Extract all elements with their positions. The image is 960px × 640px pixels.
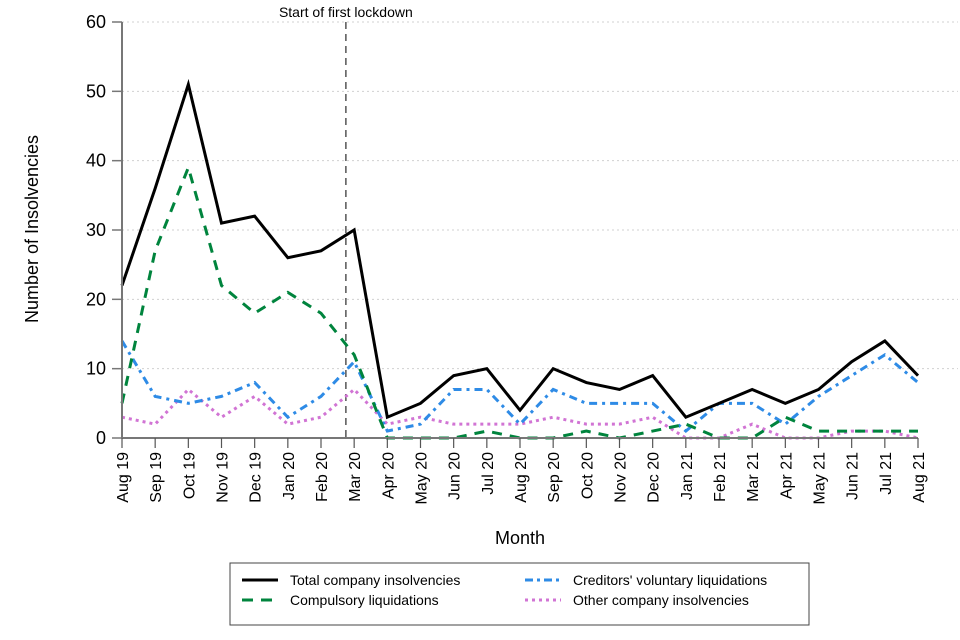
x-tick-label: Jan 21 — [679, 452, 696, 500]
x-tick-label: Oct 20 — [579, 452, 596, 499]
series-line-total-company-insolvencies — [120, 78, 920, 420]
y-tick-label: 30 — [86, 220, 106, 240]
x-tick-label: Nov 20 — [613, 452, 630, 503]
lockdown-annotation: Start of first lockdown — [279, 4, 413, 438]
x-tick-label: Sep 20 — [546, 452, 563, 503]
x-tick-label: May 21 — [812, 452, 829, 505]
y-tick-label: 40 — [86, 151, 106, 171]
y-tick-label: 20 — [86, 289, 106, 309]
x-tick-label: Jan 20 — [281, 452, 298, 500]
series-line-creditors-voluntary-liquidations — [120, 340, 919, 434]
x-tick-label: Jul 20 — [480, 452, 497, 495]
x-tick-label: May 20 — [414, 452, 431, 505]
x-tick-label: Apr 21 — [778, 452, 795, 499]
x-tick-label: Sep 19 — [148, 452, 165, 503]
x-tick-label: Mar 21 — [745, 452, 762, 502]
x-tick-label: Jul 21 — [878, 452, 895, 495]
x-tick-label: Jun 20 — [447, 452, 464, 500]
legend-label: Other company insolvencies — [573, 592, 749, 608]
y-tick-label: 60 — [86, 12, 106, 32]
gridlines — [122, 21, 958, 370]
x-tick-label: Feb 21 — [712, 452, 729, 502]
x-tick-label: Dec 20 — [646, 452, 663, 503]
y-tick-label: 50 — [86, 81, 106, 101]
x-tick-label: Aug 21 — [911, 452, 928, 503]
x-axis-title: Month — [495, 528, 545, 548]
y-axis-ticks: 0 10 20 30 40 50 60 — [86, 12, 122, 448]
x-axis-ticks: Aug 19 Sep 19 Oct 19 Nov 19 Dec 19 Jan 20 Feb … — [115, 438, 928, 504]
x-tick-label: Aug 20 — [513, 452, 530, 503]
series-lines — [120, 78, 920, 440]
x-tick-label: Oct 19 — [181, 452, 198, 499]
x-tick-label: Aug 19 — [115, 452, 132, 503]
legend-box — [229, 562, 810, 626]
x-tick-label: Apr 20 — [380, 452, 397, 499]
x-tick-label: Jun 21 — [845, 452, 862, 500]
x-tick-label: Nov 19 — [215, 452, 232, 503]
y-axis-title: Number of Insolvencies — [22, 135, 42, 323]
y-tick-label: 0 — [96, 428, 106, 448]
y-tick-label: 10 — [86, 359, 106, 379]
legend: Total company insolvencies Compulsory liq… — [229, 562, 810, 626]
lockdown-label: Start of first lockdown — [279, 4, 413, 20]
x-tick-label: Dec 19 — [248, 452, 265, 503]
legend-label: Total company insolvencies — [290, 572, 460, 588]
legend-label: Compulsory liquidations — [290, 592, 439, 608]
x-tick-label: Mar 20 — [347, 452, 364, 502]
legend-label: Creditors' voluntary liquidations — [573, 572, 767, 588]
x-tick-label: Feb 20 — [314, 452, 331, 502]
